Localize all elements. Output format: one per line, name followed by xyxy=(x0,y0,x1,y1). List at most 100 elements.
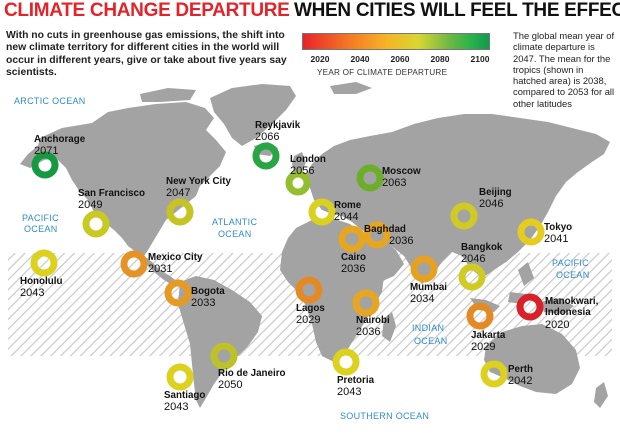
city-name-san-francisco: San Francisco xyxy=(78,188,145,199)
city-name-anchorage: Anchorage xyxy=(34,134,86,145)
title-main: CLIMATE CHANGE DEPARTURE xyxy=(4,0,290,21)
pacific-ocean-east-label-2: OCEAN xyxy=(556,270,590,280)
city-labels: Anchorage 2071 Reykjavik 2066 San Franci… xyxy=(20,120,599,413)
city-year-lagos: 2029 xyxy=(296,314,320,326)
marker-jakarta[interactable] xyxy=(466,302,494,330)
city-name-honolulu: Honolulu xyxy=(20,276,62,287)
title-sub: WHEN CITIES WILL FEEL THE EFFECT xyxy=(294,0,620,21)
city-year-bangkok: 2046 xyxy=(461,253,485,265)
intro-text: With no cuts in greenhouse gas emissions… xyxy=(6,30,287,78)
city-year-beijing: 2046 xyxy=(479,198,503,210)
arctic-ocean-label: ARCTIC OCEAN xyxy=(14,96,86,106)
city-year-nairobi: 2036 xyxy=(356,326,380,338)
city-year-mumbai: 2034 xyxy=(410,293,434,305)
city-year-tokyo: 2041 xyxy=(544,233,568,245)
marker-nairobi[interactable] xyxy=(352,289,380,317)
city-year-honolulu: 2043 xyxy=(20,287,44,299)
city-year-mexico-city: 2031 xyxy=(148,263,172,275)
city-name-manokwari: Manokwari, Indonesia xyxy=(545,296,599,318)
city-year-baghdad: 2036 xyxy=(389,235,413,247)
uk xyxy=(292,152,306,172)
city-year-reykjavik: 2066 xyxy=(255,131,279,143)
landmasses xyxy=(20,82,610,408)
legend-tick-2080: 2080 xyxy=(430,54,450,64)
city-name-reykjavik: Reykjavik xyxy=(255,120,301,131)
legend-tick-2060: 2060 xyxy=(390,54,410,64)
south-america xyxy=(178,276,262,408)
legend-tick-2020: 2020 xyxy=(310,54,330,64)
city-name-mumbai: Mumbai xyxy=(410,282,447,293)
city-name-new-york-city: New York City xyxy=(166,176,232,187)
marker-rome[interactable] xyxy=(308,198,336,226)
city-year-manokwari: 2020 xyxy=(545,319,569,331)
marker-santiago[interactable] xyxy=(166,363,194,391)
city-year-santiago: 2043 xyxy=(164,401,188,413)
legend-tick-2040: 2040 xyxy=(350,54,370,64)
legend-caption: YEAR OF CLIMATE DEPARTURE xyxy=(317,68,448,77)
city-name-nairobi: Nairobi xyxy=(356,315,390,326)
ocean-labels: ARCTIC OCEAN PACIFIC OCEAN ATLANTIC OCEA… xyxy=(14,96,590,421)
city-year-pretoria: 2043 xyxy=(337,386,361,398)
pacific-ocean-east-label-1: PACIFIC xyxy=(552,258,589,268)
city-name-bogota: Bogota xyxy=(191,286,225,297)
city-year-moscow: 2063 xyxy=(382,177,406,189)
city-name-santiago: Santiago xyxy=(164,390,205,401)
marker-new-york-city[interactable] xyxy=(166,198,194,226)
city-name-london: London xyxy=(290,154,326,165)
color-legend: 2020 2040 2060 2080 2100 YEAR OF CLIMATE… xyxy=(302,33,507,83)
marker-beijing[interactable] xyxy=(450,202,478,230)
city-year-san-francisco: 2049 xyxy=(78,199,102,211)
city-name-mexico-city: Mexico City xyxy=(148,252,203,263)
marker-bangkok[interactable] xyxy=(458,263,486,291)
city-name-perth: Perth xyxy=(508,364,533,375)
city-name-pretoria: Pretoria xyxy=(337,375,375,386)
city-year-anchorage: 2071 xyxy=(34,145,58,157)
marker-honolulu[interactable] xyxy=(30,249,58,277)
pacific-ocean-west-label-1: PACIFIC xyxy=(22,213,59,223)
city-name-tokyo: Tokyo xyxy=(544,222,572,233)
indian-ocean-label-1: INDIAN xyxy=(412,323,444,333)
city-year-new-york-city: 2047 xyxy=(166,187,190,199)
city-year-bogota: 2033 xyxy=(191,297,215,309)
marker-anchorage[interactable] xyxy=(31,151,59,179)
city-name-beijing: Beijing xyxy=(479,187,512,198)
city-year-jakarta: 2029 xyxy=(471,341,495,353)
marker-mexico-city[interactable] xyxy=(120,250,148,278)
marker-san-francisco[interactable] xyxy=(82,210,110,238)
southern-ocean-label: SOUTHERN OCEAN xyxy=(340,411,429,421)
city-markers xyxy=(30,142,545,391)
marker-mumbai[interactable] xyxy=(410,255,438,283)
city-name-rome: Rome xyxy=(334,200,362,211)
pacific-ocean-west-label-2: OCEAN xyxy=(24,224,58,234)
city-name-bangkok: Bangkok xyxy=(461,242,503,253)
africa xyxy=(280,218,384,362)
marker-moscow[interactable] xyxy=(356,164,384,192)
header: CLIMATE CHANGE DEPARTURE WHEN CITIES WIL… xyxy=(4,0,620,26)
marker-bogota[interactable] xyxy=(164,279,192,307)
city-name-rio-de-janeiro: Rio de Janeiro xyxy=(218,368,286,379)
legend-gradient-bar xyxy=(302,33,490,50)
marker-rio-de-janeiro[interactable] xyxy=(210,342,238,370)
australia xyxy=(484,324,580,394)
marker-baghdad[interactable] xyxy=(363,221,391,249)
marker-perth[interactable] xyxy=(480,360,508,388)
marker-tokyo[interactable] xyxy=(517,218,545,246)
southeast-asia-islands xyxy=(470,262,574,314)
marker-manokwari[interactable] xyxy=(516,293,544,321)
city-name-cairo: Cairo xyxy=(341,252,366,263)
legend-tick-2100: 2100 xyxy=(470,54,490,64)
madagascar xyxy=(382,312,396,342)
city-year-rio-de-janeiro: 2050 xyxy=(218,379,242,391)
arctic-islands xyxy=(140,82,372,102)
marker-pretoria[interactable] xyxy=(332,348,360,376)
city-name-moscow: Moscow xyxy=(382,166,421,177)
marker-reykjavik[interactable] xyxy=(252,142,280,170)
japan xyxy=(522,188,540,226)
marker-cairo[interactable] xyxy=(338,225,366,253)
marker-lagos[interactable] xyxy=(295,276,323,304)
atlantic-ocean-label-2: OCEAN xyxy=(218,229,252,239)
north-america xyxy=(20,102,226,256)
new-zealand xyxy=(594,382,608,408)
marker-london[interactable] xyxy=(285,170,311,196)
